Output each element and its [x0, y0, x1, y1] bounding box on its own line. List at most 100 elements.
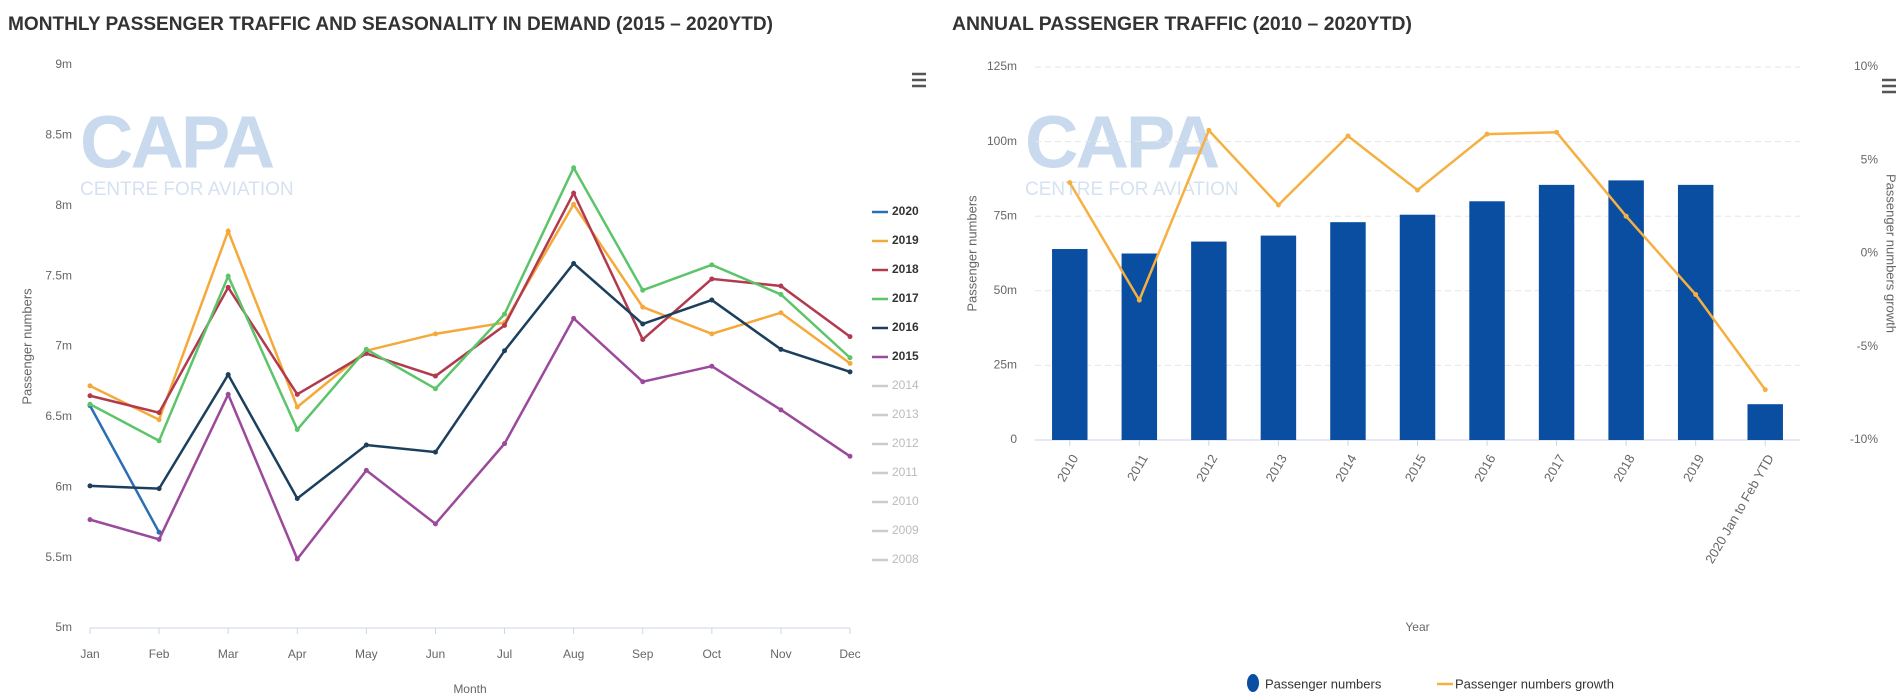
data-point: [1693, 292, 1699, 298]
bar: [1260, 235, 1297, 440]
y-tick-label: 6.5m: [45, 409, 72, 423]
data-point: [432, 449, 438, 455]
data-point: [640, 379, 646, 385]
x-tick-label: Nov: [770, 647, 791, 661]
x-tick-label: 2010: [1054, 452, 1081, 485]
x-tick-label: Oct: [702, 647, 721, 661]
data-point: [847, 453, 853, 459]
data-point: [1345, 133, 1351, 139]
data-point: [709, 276, 715, 282]
data-point: [87, 483, 93, 489]
y-tick-label: 7.5m: [45, 268, 72, 282]
series-line: [89, 190, 851, 415]
data-point: [571, 201, 577, 207]
chart-title: MONTHLY PASSENGER TRAFFIC AND SEASONALIT…: [8, 14, 773, 35]
data-point: [847, 355, 853, 361]
legend-label: 2015: [892, 349, 919, 363]
data-point: [1067, 180, 1073, 186]
y-tick-label: 50m: [994, 283, 1017, 297]
x-tick-label: 2020 Jan to Feb YTD: [1702, 452, 1777, 566]
data-point: [1415, 187, 1420, 193]
data-point: [1484, 131, 1490, 137]
y-tick-label: 5.5m: [45, 550, 72, 564]
data-point: [847, 369, 853, 375]
legend-label: Passenger numbers: [1265, 676, 1382, 691]
watermark: CENTRE FOR AVIATION: [80, 179, 294, 200]
x-tick-label: 2014: [1332, 452, 1359, 485]
x-tick-label: 2018: [1610, 452, 1637, 485]
x-tick-label: 2015: [1402, 452, 1429, 485]
legend-label: Passenger numbers growth: [1455, 676, 1614, 691]
y-tick-label: 5m: [55, 620, 72, 634]
bar: [1469, 201, 1505, 440]
x-tick-label: Sep: [632, 647, 654, 661]
menu-icon[interactable]: [912, 72, 926, 88]
data-point: [640, 321, 646, 327]
bar: [1399, 214, 1436, 440]
x-tick-label: 2012: [1193, 452, 1220, 485]
bar: [1330, 222, 1366, 440]
series-line: [89, 165, 851, 443]
y-tick-label: 7m: [55, 339, 72, 353]
bar: [1121, 253, 1158, 440]
data-point: [571, 165, 577, 171]
data-point: [156, 417, 162, 423]
x-tick-label: Aug: [563, 647, 584, 661]
y-tick-label: 8.5m: [45, 128, 72, 142]
legend-label: 2012: [892, 436, 919, 450]
data-point: [1275, 202, 1281, 208]
data-point: [432, 386, 438, 392]
series-line: [89, 201, 851, 422]
x-tick-label: 2017: [1541, 452, 1568, 485]
data-point: [156, 438, 162, 444]
data-point: [571, 315, 577, 321]
data-point: [87, 393, 93, 399]
data-point: [502, 441, 508, 447]
legend-label: 2017: [892, 291, 919, 305]
data-point: [225, 391, 231, 397]
data-point: [1136, 297, 1142, 303]
legend-label: 2013: [892, 407, 919, 421]
y-tick-label: 6m: [55, 479, 72, 493]
x-axis-title: Year: [1405, 620, 1429, 634]
y-tick-label: 8m: [55, 198, 72, 212]
y2-tick-label: -5%: [1857, 339, 1879, 353]
data-point: [640, 304, 646, 310]
data-point: [502, 348, 508, 354]
legend-label: 2020: [892, 204, 919, 218]
legend-symbol: [1247, 674, 1259, 692]
data-point: [709, 262, 715, 268]
y-tick-label: 9m: [55, 57, 72, 71]
data-point: [432, 521, 438, 527]
y-axis-title: Passenger numbers: [964, 195, 979, 312]
menu-icon[interactable]: [1882, 78, 1896, 94]
x-tick-label: Apr: [288, 647, 307, 661]
data-point: [363, 346, 369, 352]
data-point: [156, 486, 162, 492]
data-point: [87, 517, 93, 523]
data-point: [640, 287, 646, 293]
data-point: [87, 401, 93, 407]
data-point: [432, 373, 438, 379]
chart-title: ANNUAL PASSENGER TRAFFIC (2010 – 2020YTD…: [952, 14, 1412, 35]
legend-label: 2011: [892, 465, 918, 479]
data-point: [847, 334, 853, 340]
data-point: [432, 331, 438, 337]
data-point: [778, 283, 784, 289]
data-point: [640, 336, 646, 342]
y-axis-title: Passenger numbers: [19, 288, 34, 405]
data-point: [156, 536, 162, 542]
x-tick-label: Jul: [497, 647, 512, 661]
x-tick-label: Jun: [426, 647, 445, 661]
data-point: [778, 310, 784, 316]
series-line: [88, 405, 161, 533]
data-point: [778, 346, 784, 352]
x-tick-label: 2019: [1680, 452, 1707, 485]
data-point: [709, 331, 715, 337]
legend-label: 2019: [892, 233, 919, 247]
series-line: [89, 261, 851, 501]
y2-tick-label: 10%: [1854, 59, 1878, 73]
data-point: [571, 260, 577, 266]
data-point: [225, 372, 231, 378]
